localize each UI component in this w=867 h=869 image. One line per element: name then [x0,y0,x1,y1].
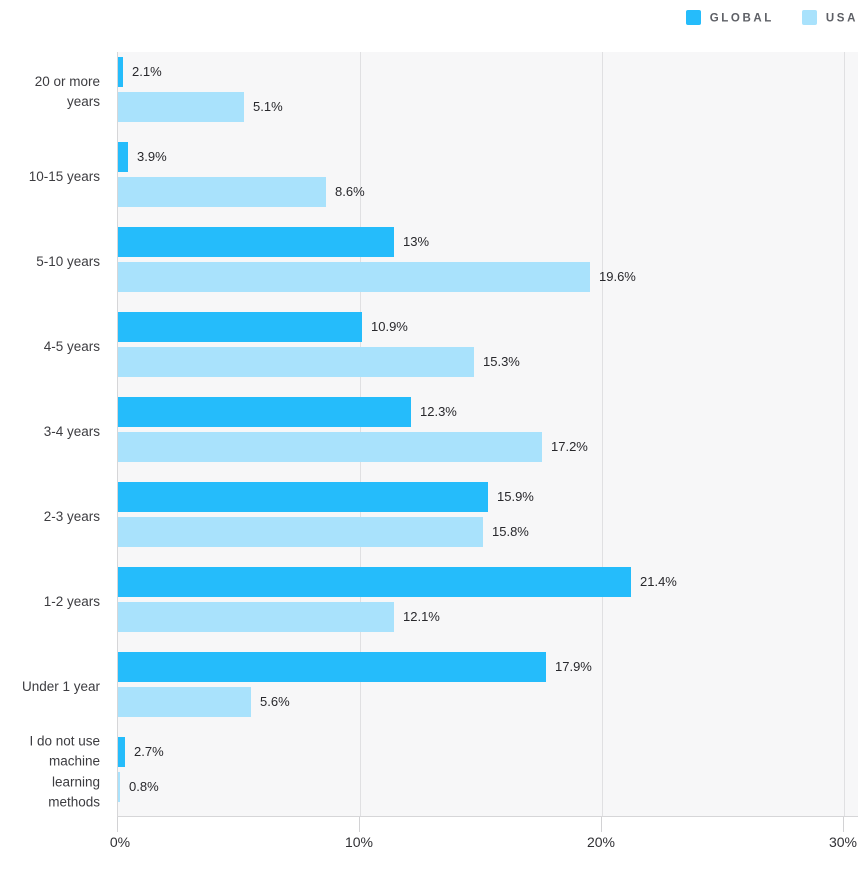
category-label: Under 1 year [21,678,100,694]
bar-global-2[interactable] [118,227,394,257]
bar-usa-8[interactable] [118,772,120,802]
category-label: 10-15 years [28,168,100,184]
bar-value-label: 17.9% [555,659,592,674]
bar-value-label: 12.3% [420,404,457,419]
legend-item-global[interactable]: GLOBAL [685,10,774,25]
legend-swatch-usa [801,10,817,25]
gridline-30pct [844,52,845,816]
bar-value-label: 15.9% [497,489,534,504]
bar-value-label: 8.6% [335,184,365,199]
bar-usa-3[interactable] [118,347,474,377]
bar-usa-2[interactable] [118,262,590,292]
bar-usa-7[interactable] [118,687,251,717]
category-label: 4-5 years [43,338,100,354]
bar-global-8[interactable] [118,737,125,767]
bar-value-label: 10.9% [371,319,408,334]
bar-global-3[interactable] [118,312,362,342]
bar-value-label: 13% [403,234,430,249]
bar-value-label: 12.1% [403,609,440,624]
bar-global-0[interactable] [118,57,123,87]
bar-value-label: 19.6% [599,269,636,284]
x-tick-label-20%: 20% [586,834,616,850]
category-label: 2-3 years [43,508,100,524]
bar-usa-5[interactable] [118,517,483,547]
x-tick-0% [117,817,118,832]
category-label: 3-4 years [43,423,100,439]
bar-value-label: 5.1% [253,99,283,114]
gridline-20pct [602,52,603,816]
bar-global-4[interactable] [118,397,411,427]
chart-legend: GLOBAL USA [685,10,858,25]
bar-usa-6[interactable] [118,602,394,632]
bar-value-label: 17.2% [551,439,588,454]
bar-value-label: 15.3% [483,354,520,369]
bar-value-label: 2.1% [132,64,162,79]
bar-global-6[interactable] [118,567,631,597]
legend-label: USA [825,12,858,24]
legend-swatch-global [685,10,701,25]
x-tick-20% [601,817,602,832]
x-tick-10% [359,817,360,832]
bar-usa-0[interactable] [118,92,244,122]
bar-value-label: 15.8% [492,524,529,539]
category-label: 1-2 years [43,593,100,609]
category-label: 20 or more years [34,73,100,109]
bar-value-label: 3.9% [137,149,167,164]
x-tick-label-0%: 0% [109,834,131,850]
legend-label: GLOBAL [709,12,774,24]
category-label: 5-10 years [36,253,100,269]
bar-value-label: 0.8% [129,779,159,794]
legend-item-usa[interactable]: USA [801,10,858,25]
bar-global-7[interactable] [118,652,546,682]
bar-global-5[interactable] [118,482,488,512]
x-tick-label-30%: 30% [828,834,858,850]
bar-value-label: 2.7% [134,744,164,759]
x-tick-label-10%: 10% [344,834,374,850]
category-label: I do not use machine learning methods [29,733,100,810]
bar-global-1[interactable] [118,142,128,172]
bar-usa-1[interactable] [118,177,326,207]
bar-value-label: 5.6% [260,694,290,709]
bar-usa-4[interactable] [118,432,542,462]
bar-value-label: 21.4% [640,574,677,589]
x-tick-30% [843,817,844,832]
